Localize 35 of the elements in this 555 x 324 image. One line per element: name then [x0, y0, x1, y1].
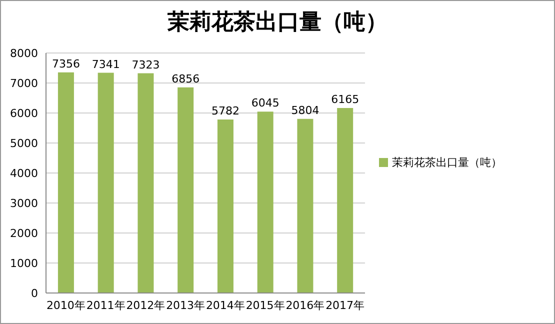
data-label: 5804 — [291, 104, 320, 117]
data-label: 7341 — [92, 58, 120, 71]
bar — [217, 120, 234, 293]
x-tick-label: 2017年 — [326, 298, 365, 312]
bar — [337, 108, 354, 293]
chart-title: 茉莉花茶出口量（吨） — [166, 8, 388, 37]
y-tick-label: 2000 — [10, 226, 38, 240]
y-tick-label: 7000 — [10, 76, 38, 90]
y-tick-label: 1000 — [10, 256, 38, 270]
bar — [297, 118, 314, 293]
data-label: 7323 — [132, 58, 160, 72]
y-tick-label: 0 — [31, 286, 38, 300]
data-label: 5782 — [211, 104, 240, 118]
x-tick-label: 2014年 — [206, 298, 245, 312]
data-label: 6045 — [251, 96, 280, 110]
x-tick-label: 2016年 — [286, 298, 325, 312]
bar — [138, 73, 154, 293]
y-tick-label: 8000 — [10, 46, 38, 60]
bar — [178, 87, 194, 293]
y-tick-label: 5000 — [10, 136, 38, 150]
data-label: 6165 — [331, 93, 360, 106]
legend-label: 茉莉花茶出口量（吨） — [392, 156, 502, 168]
x-tick-label: 2010年 — [46, 298, 86, 312]
x-tick-label: 2012年 — [126, 298, 166, 312]
x-tick-label: 2015年 — [246, 298, 285, 312]
bar — [58, 72, 74, 293]
y-tick-label: 3000 — [10, 196, 38, 210]
x-tick-label: 2011年 — [86, 298, 126, 312]
bar — [98, 72, 114, 293]
bar — [257, 112, 274, 293]
y-tick-label: 4000 — [10, 166, 38, 180]
x-tick-label: 2013年 — [166, 298, 206, 312]
data-label: 7356 — [52, 57, 80, 70]
data-label: 6856 — [172, 72, 200, 86]
y-tick-label: 6000 — [10, 106, 38, 120]
